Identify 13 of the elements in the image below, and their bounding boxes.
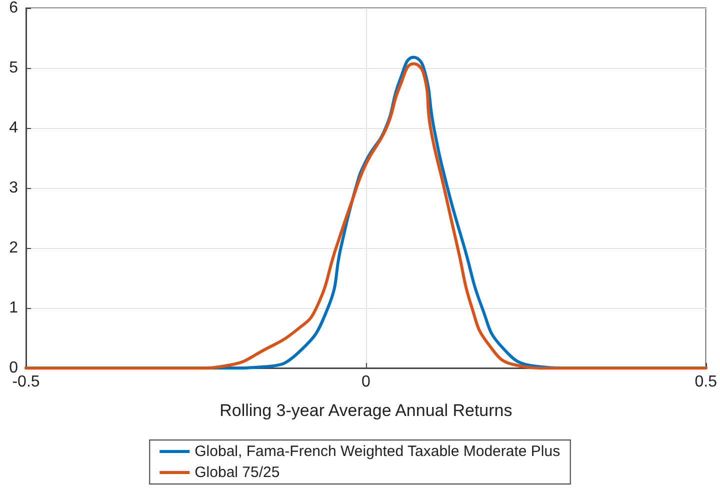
x-tick-label: 0.5 bbox=[694, 374, 718, 390]
y-tick-label: 2 bbox=[9, 240, 18, 256]
y-tick-label: 6 bbox=[9, 0, 18, 16]
y-tick-label: 0 bbox=[9, 360, 18, 376]
y-tick-label: 1 bbox=[9, 300, 18, 316]
y-tick-label: 4 bbox=[9, 120, 18, 136]
legend-label: Global 75/25 bbox=[194, 464, 280, 481]
legend-label: Global, Fama-French Weighted Taxable Moderate Plus bbox=[194, 443, 560, 460]
y-tick-label: 5 bbox=[9, 60, 18, 76]
x-tick-label: -0.5 bbox=[12, 374, 40, 390]
x-tick-label: 0 bbox=[361, 374, 370, 390]
y-tick-label: 3 bbox=[9, 180, 18, 196]
x-axis-title: Rolling 3-year Average Annual Returns bbox=[220, 401, 512, 420]
